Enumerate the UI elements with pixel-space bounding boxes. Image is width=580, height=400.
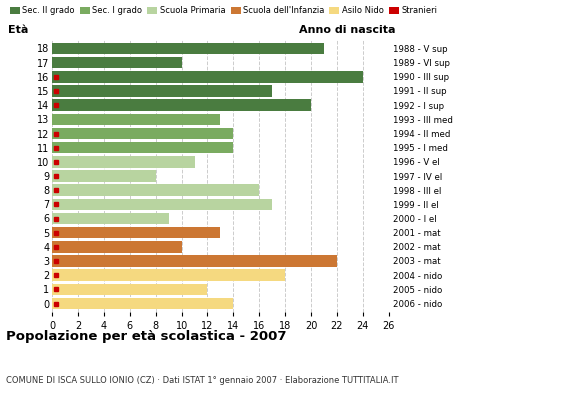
Text: Età: Età	[9, 24, 29, 34]
Bar	[52, 241, 182, 253]
Bar	[52, 255, 337, 267]
Bar	[52, 99, 311, 111]
Bar	[52, 227, 220, 238]
Bar	[52, 298, 233, 309]
Bar	[52, 57, 182, 68]
Bar	[52, 128, 233, 139]
Bar	[52, 85, 272, 97]
Bar	[52, 184, 259, 196]
Text: COMUNE DI ISCA SULLO IONIO (CZ) · Dati ISTAT 1° gennaio 2007 · Elaborazione TUTT: COMUNE DI ISCA SULLO IONIO (CZ) · Dati I…	[6, 376, 398, 385]
Bar	[52, 284, 208, 295]
Bar	[52, 114, 220, 125]
Bar	[52, 170, 155, 182]
Bar	[52, 71, 362, 83]
Bar	[52, 156, 194, 168]
Bar	[52, 269, 285, 281]
Bar	[52, 198, 272, 210]
Legend: Sec. II grado, Sec. I grado, Scuola Primaria, Scuola dell'Infanzia, Asilo Nido, : Sec. II grado, Sec. I grado, Scuola Prim…	[10, 6, 437, 15]
Bar	[52, 43, 324, 54]
Text: Popolazione per età scolastica - 2007: Popolazione per età scolastica - 2007	[6, 330, 287, 343]
Bar	[52, 142, 233, 154]
Bar	[52, 213, 169, 224]
Text: Anno di nascita: Anno di nascita	[299, 24, 396, 34]
